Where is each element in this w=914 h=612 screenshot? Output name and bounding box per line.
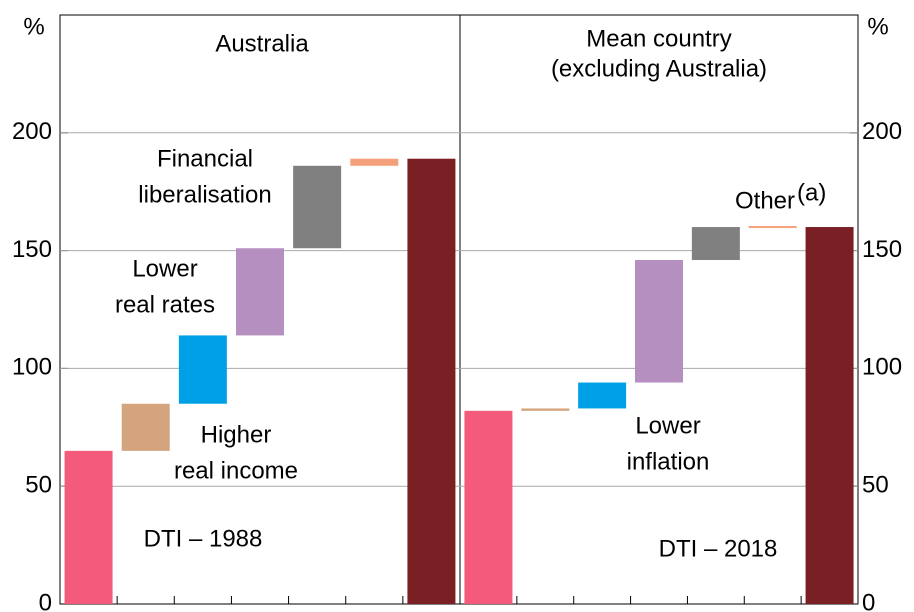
panel-title: (excluding Australia) <box>551 55 767 82</box>
y-tick-label: 150 <box>12 236 52 263</box>
y-tick-label-right: 200 <box>862 118 902 145</box>
annotation: real rates <box>115 291 215 318</box>
y-tick-label: 0 <box>39 589 52 612</box>
bar <box>178 335 227 404</box>
bar <box>578 382 627 409</box>
bar <box>293 165 342 249</box>
annotation: liberalisation <box>138 181 271 208</box>
y-tick-label-right: 150 <box>862 236 902 263</box>
annotation: real income <box>174 457 298 484</box>
annotation: Financial <box>157 145 253 172</box>
bar <box>407 158 456 604</box>
y-tick-label: 200 <box>12 118 52 145</box>
bar <box>748 226 797 229</box>
panel-title: Mean country <box>586 25 731 52</box>
annotation-note: (a) <box>797 179 826 206</box>
annotation: Lower <box>635 412 700 439</box>
y-axis-label: % <box>23 13 44 40</box>
annotation: Lower <box>132 255 197 282</box>
panel-title: Australia <box>215 30 309 57</box>
y-tick-label: 50 <box>25 472 52 499</box>
y-tick-label-right: 50 <box>862 472 889 499</box>
y-tick-label: 100 <box>12 354 52 381</box>
bar <box>635 260 683 383</box>
bar <box>236 248 284 336</box>
bar <box>350 158 399 166</box>
bar <box>64 450 113 604</box>
y-tick-label-right: 100 <box>862 354 902 381</box>
annotation: DTI – 1988 <box>144 525 263 552</box>
annotation: inflation <box>627 448 710 475</box>
bar <box>691 227 740 261</box>
annotation: Higher <box>201 421 272 448</box>
annotation: Other <box>735 187 795 214</box>
bar <box>121 403 170 451</box>
annotation: DTI – 2018 <box>659 535 778 562</box>
y-tick-label-right: 0 <box>862 589 875 612</box>
y-axis-label-right: % <box>867 13 888 40</box>
bar <box>464 410 513 604</box>
bar <box>521 408 570 411</box>
plot-frame <box>59 14 859 605</box>
bar <box>805 227 854 605</box>
